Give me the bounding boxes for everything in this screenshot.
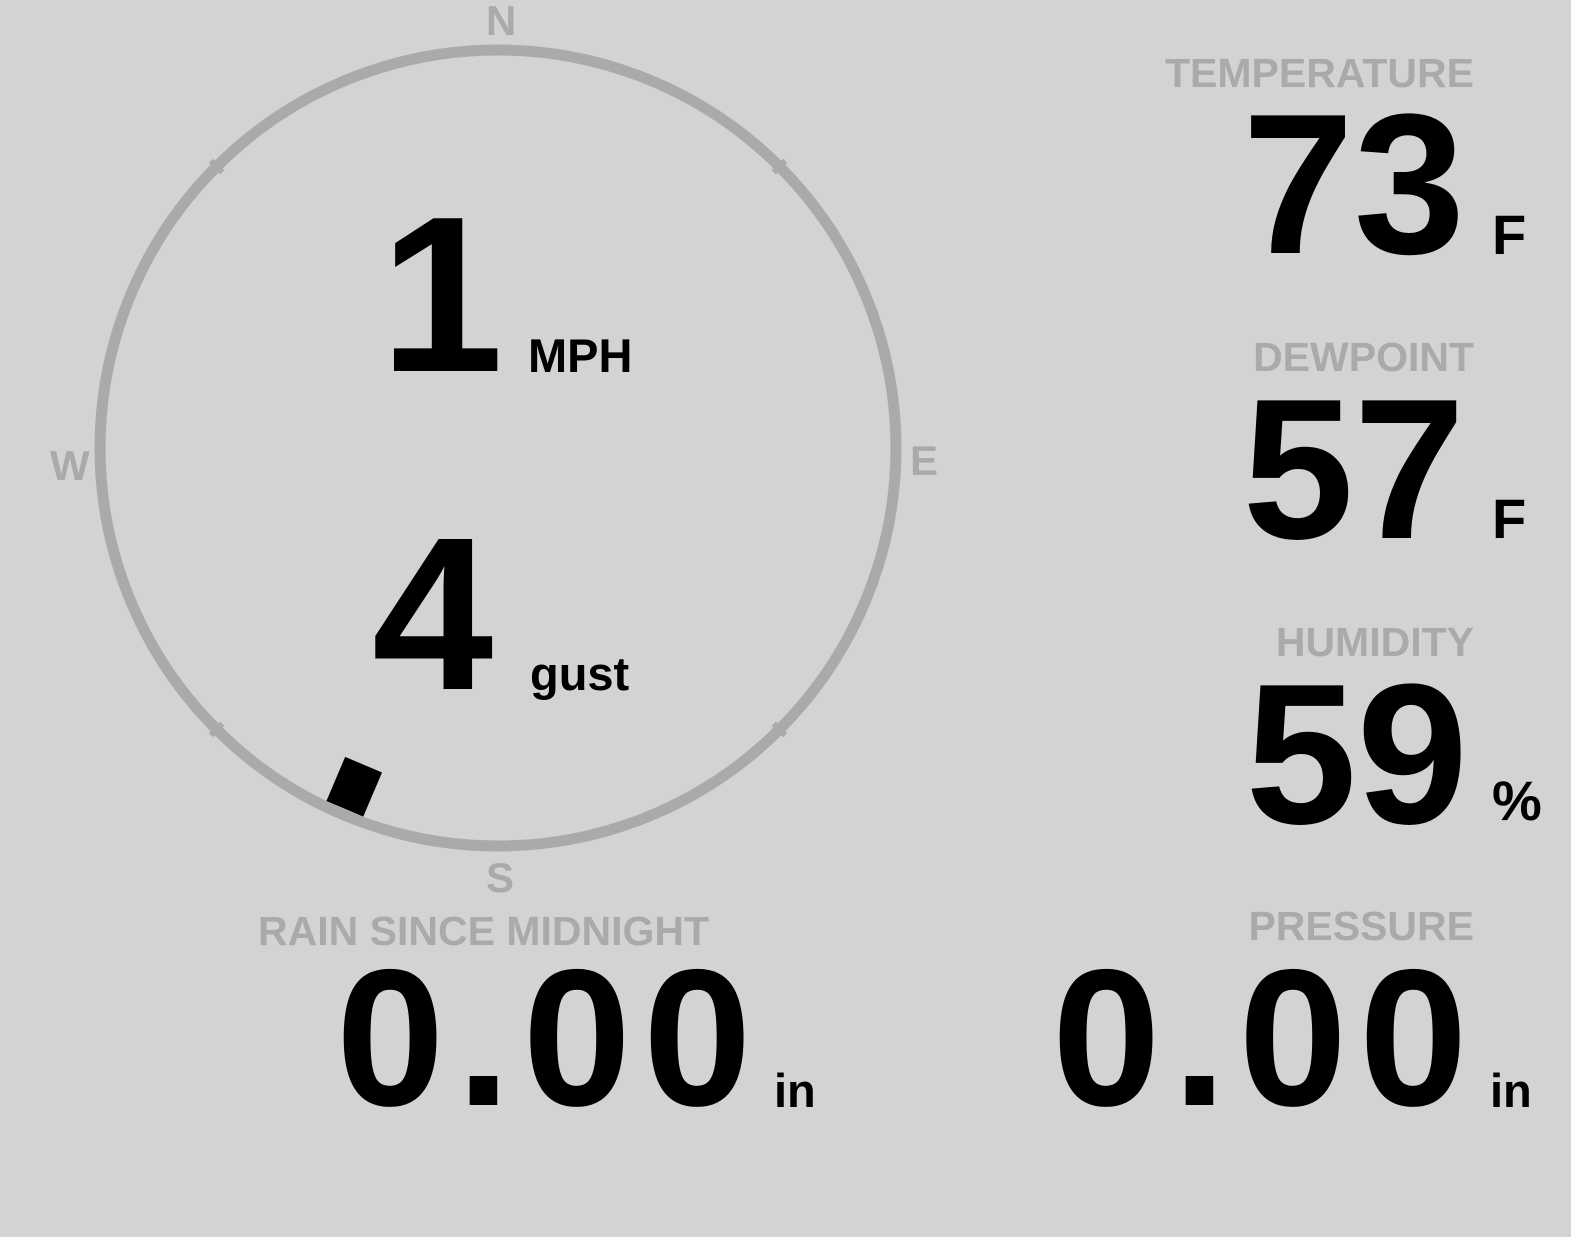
compass-south-label: S: [486, 854, 515, 901]
rain-value: 0.00: [336, 929, 764, 1147]
dewpoint-label: DEWPOINT: [1253, 334, 1474, 380]
dewpoint-value: 57: [1242, 358, 1465, 581]
compass-tick: [208, 158, 225, 175]
wind-direction-marker: [326, 756, 382, 817]
pressure-label: PRESSURE: [1248, 903, 1474, 949]
wind-gust-value: 4: [372, 493, 494, 736]
rain-unit: in: [774, 1064, 816, 1117]
temperature-value: 73: [1242, 73, 1465, 296]
pressure-value: 0.00: [1052, 929, 1480, 1147]
temperature-unit: F: [1492, 203, 1527, 266]
compass-north-label: N: [486, 0, 517, 44]
pressure-unit: in: [1490, 1064, 1532, 1117]
compass-tick: [771, 158, 788, 175]
wind-speed-unit: MPH: [528, 329, 633, 382]
humidity-label: HUMIDITY: [1275, 619, 1474, 665]
dewpoint-unit: F: [1492, 487, 1527, 550]
temperature-label: TEMPERATURE: [1164, 50, 1474, 96]
compass-tick: [208, 721, 225, 738]
wind-speed-value: 1: [380, 171, 504, 419]
wind-gust-unit: gust: [530, 647, 630, 700]
compass-ring: [94, 44, 902, 852]
humidity-value: 59: [1245, 643, 1468, 866]
rain-label: RAIN SINCE MIDNIGHT: [258, 908, 709, 954]
wind-compass: [94, 44, 902, 852]
compass-ticks: [208, 158, 788, 738]
compass-tick: [771, 721, 788, 738]
compass-east-label: E: [910, 437, 939, 484]
compass-west-label: W: [50, 442, 90, 489]
humidity-unit: %: [1492, 769, 1542, 832]
